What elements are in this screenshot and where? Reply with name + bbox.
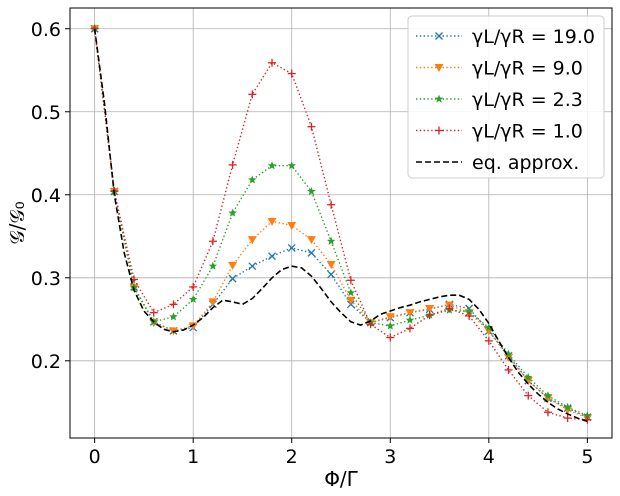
data-point xyxy=(543,394,553,403)
data-point xyxy=(484,336,493,345)
legend-marker xyxy=(435,126,443,135)
x-axis-label: Φ/Γ xyxy=(324,467,358,491)
data-point xyxy=(484,327,494,336)
data-point xyxy=(287,161,297,170)
x-tick-label: 1 xyxy=(187,446,199,468)
data-point xyxy=(563,406,573,415)
data-point xyxy=(326,261,336,270)
series-line xyxy=(93,28,588,423)
data-point xyxy=(169,312,178,321)
data-point xyxy=(445,304,454,313)
data-point xyxy=(247,236,257,245)
data-point xyxy=(307,122,316,131)
legend-entry-label: γL/γR = 9.0 xyxy=(472,58,583,80)
data-point xyxy=(248,90,257,99)
data-point xyxy=(385,321,395,330)
data-point xyxy=(307,248,316,257)
data-point xyxy=(248,175,257,184)
x-tick-label: 2 xyxy=(286,446,298,468)
data-point xyxy=(287,69,296,78)
data-point xyxy=(563,414,572,423)
x-tick-label: 0 xyxy=(89,446,101,468)
data-point xyxy=(208,237,217,246)
data-point xyxy=(188,294,198,304)
data-point xyxy=(228,261,238,270)
data-point xyxy=(425,305,435,314)
legend-marker xyxy=(435,32,443,40)
legend-marker xyxy=(434,94,444,103)
y-tick-label: 0.3 xyxy=(31,268,61,290)
x-tick-label: 4 xyxy=(483,446,495,468)
data-point xyxy=(267,161,277,170)
data-point xyxy=(188,322,198,331)
data-point xyxy=(504,365,513,374)
data-point xyxy=(504,349,513,358)
legend-entry-label: eq. approx. xyxy=(472,152,579,174)
legend-entry-label: γL/γR = 2.3 xyxy=(472,89,583,111)
data-point xyxy=(425,311,434,320)
legend: γL/γR = 19.0 γL/γR = 9.0 γL/γR = 2.3 γL/… xyxy=(407,15,605,179)
legend-box xyxy=(407,15,605,179)
legend-entry-label: γL/γR = 1.0 xyxy=(472,121,583,143)
data-point xyxy=(524,391,533,400)
data-point xyxy=(248,262,257,271)
plot-series xyxy=(90,24,592,424)
data-point xyxy=(346,288,356,297)
data-point xyxy=(268,58,277,67)
data-point xyxy=(268,252,276,261)
data-point xyxy=(149,308,158,317)
series-line xyxy=(93,28,588,421)
x-tick-label: 3 xyxy=(384,446,396,468)
data-point xyxy=(169,300,178,309)
data-point xyxy=(306,236,316,245)
data-point xyxy=(287,221,297,230)
series-line xyxy=(93,28,588,419)
data-point xyxy=(228,274,237,283)
data-point xyxy=(465,311,474,320)
series-4 xyxy=(93,28,588,423)
legend-marker xyxy=(434,64,444,72)
data-point xyxy=(327,270,336,279)
data-point xyxy=(543,408,552,417)
data-point xyxy=(208,298,218,307)
data-point xyxy=(189,282,198,291)
data-point xyxy=(563,402,572,411)
data-point xyxy=(405,315,415,324)
axis-ticks: 0 1 2 3 4 5 0.2 0.3 0.4 0.5 0.6 xyxy=(31,19,594,468)
y-axis-label: 𝒢/𝒢₀ xyxy=(5,201,29,244)
y-tick-label: 0.6 xyxy=(31,19,61,41)
data-point xyxy=(405,324,414,333)
data-point xyxy=(346,276,355,285)
data-point xyxy=(543,391,553,400)
y-tick-label: 0.2 xyxy=(31,351,61,373)
data-point xyxy=(346,296,356,305)
data-point xyxy=(385,313,395,322)
data-point xyxy=(327,200,336,209)
legend-entry-label: γL/γR = 19.0 xyxy=(472,26,595,48)
data-point xyxy=(267,217,277,226)
data-point xyxy=(405,309,415,318)
y-tick-label: 0.5 xyxy=(31,102,61,124)
data-point xyxy=(523,377,533,386)
data-point xyxy=(326,236,336,245)
data-point xyxy=(208,261,218,270)
data-point xyxy=(228,208,237,217)
data-point xyxy=(307,186,316,196)
data-point xyxy=(484,323,494,332)
plot-frame xyxy=(69,7,613,439)
series-line xyxy=(93,28,588,418)
data-point xyxy=(386,333,395,342)
series-line xyxy=(93,28,588,417)
data-point xyxy=(523,372,533,382)
x-tick-label: 5 xyxy=(581,446,593,468)
data-point xyxy=(287,243,296,252)
data-point xyxy=(464,307,474,316)
data-point xyxy=(583,411,592,420)
data-point xyxy=(228,160,237,169)
y-tick-label: 0.4 xyxy=(31,185,61,207)
